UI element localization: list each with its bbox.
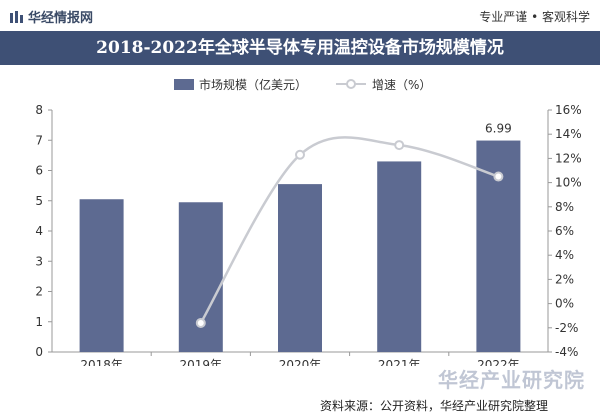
y-left-tick-label: 2 <box>35 285 43 299</box>
y-left-tick-label: 6 <box>35 164 43 178</box>
y-left-tick-label: 4 <box>35 224 43 238</box>
legend-label-growth: 增速（%） <box>372 78 431 92</box>
x-tick-label: 2020年 <box>279 358 322 366</box>
y-right-tick-label: 2% <box>555 272 574 286</box>
y-right-tick-label: 10% <box>555 176 582 190</box>
y-right-tick-label: 14% <box>555 127 582 141</box>
y-right-tick-label: -4% <box>555 345 578 359</box>
legend-swatch-market-size <box>174 79 194 90</box>
bar-market-size <box>79 199 124 352</box>
point-growth-rate <box>394 140 405 151</box>
source-note: 资料来源：公开资料，华经产业研究院整理 <box>320 399 549 413</box>
y-left-tick-label: 5 <box>35 194 43 208</box>
y-right-tick-label: 12% <box>555 151 582 165</box>
bar-market-size <box>178 202 223 352</box>
bar-market-size <box>377 161 422 352</box>
legend-label-market-size: 市场规模（亿美元） <box>199 77 307 92</box>
point-growth-rate <box>295 149 305 160</box>
y-left-tick-label: 3 <box>35 254 43 268</box>
x-tick-label: 2018年 <box>80 358 123 366</box>
x-tick-label: 2021年 <box>378 358 421 366</box>
y-right-tick-label: 4% <box>555 248 574 262</box>
y-right-tick-label: 0% <box>555 297 574 311</box>
chart-title: 2018-2022年全球半导体专用温控设备市场规模情况 <box>96 38 504 58</box>
point-growth-rate <box>195 317 206 328</box>
brand-logo: 华经情报网 <box>10 7 93 26</box>
slogan: 专业严谨 • 客观科学 <box>479 10 590 24</box>
y-left-tick-label: 7 <box>35 133 43 147</box>
y-left-tick-label: 1 <box>35 315 43 329</box>
brand-name: 华经情报网 <box>28 11 94 26</box>
data-label: 6.99 <box>485 122 512 136</box>
legend-marker-growth <box>346 79 356 89</box>
y-left-tick-label: 0 <box>35 345 43 359</box>
y-left-tick-label: 8 <box>35 103 43 117</box>
top-bar: 华经情报网 专业严谨 • 客观科学 <box>0 0 600 30</box>
x-tick-label: 2022年 <box>477 358 520 366</box>
x-tick-label: 2019年 <box>180 358 223 366</box>
y-right-tick-label: -2% <box>555 321 578 335</box>
chart-canvas: 市场规模（亿美元） 增速（%） 0 1 2 3 4 5 6 7 8 -4% -2% 0% 2% 4% 6% 8% 1… <box>35 77 582 366</box>
y-right-tick-label: 16% <box>555 103 582 117</box>
footer-watermark: 华经产业研究院 <box>438 368 585 392</box>
line-growth-rate <box>199 136 499 324</box>
y-right-tick-label: 8% <box>555 200 574 214</box>
bar-market-size <box>278 184 322 352</box>
brand-bars-icon <box>10 10 23 23</box>
point-growth-rate <box>493 171 504 182</box>
y-right-tick-label: 6% <box>555 224 574 238</box>
title-band: 2018-2022年全球半导体专用温控设备市场规模情况 <box>0 31 600 65</box>
